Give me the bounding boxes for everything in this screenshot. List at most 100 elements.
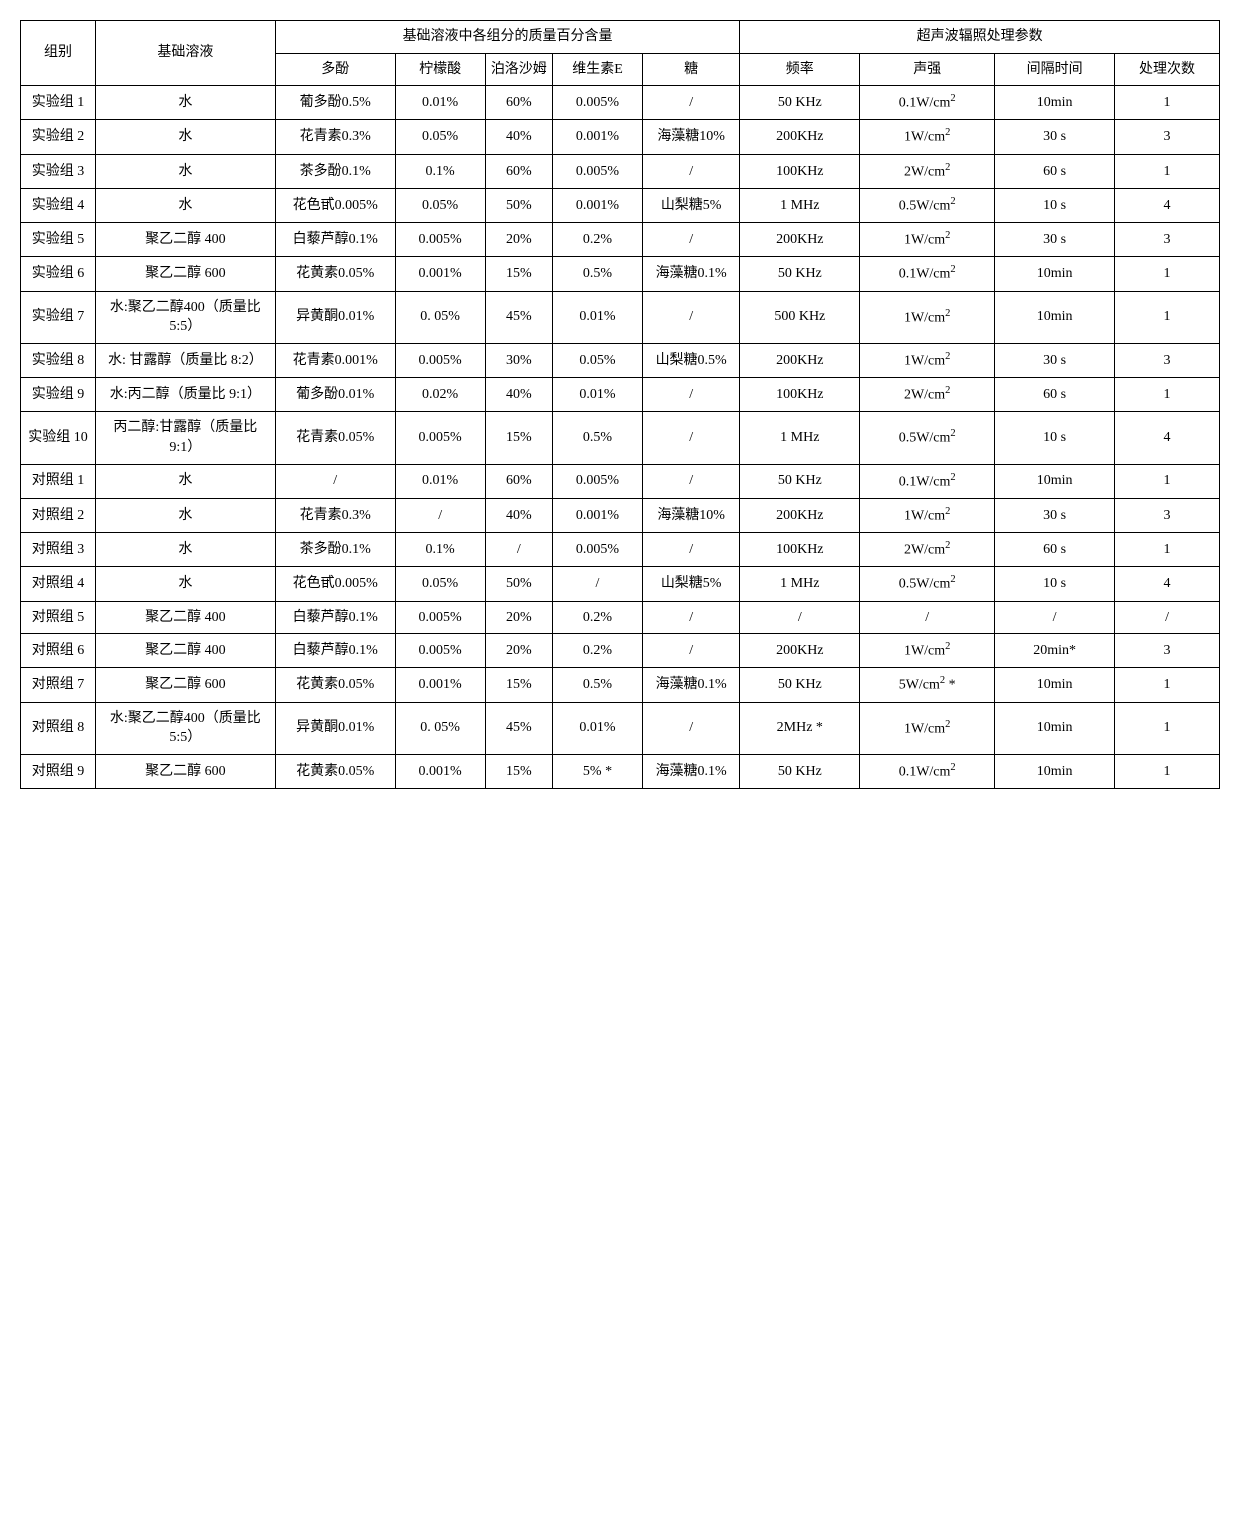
header-interval: 间隔时间 (995, 53, 1115, 86)
cell-intensity: 2W/cm2 (860, 533, 995, 567)
cell-freq: 200KHz (740, 498, 860, 532)
cell-vite: 0.01% (553, 291, 643, 343)
cell-base: 水: 甘露醇（质量比 8:2） (95, 343, 275, 377)
cell-times: 1 (1115, 378, 1220, 412)
cell-base: 聚乙二醇 600 (95, 668, 275, 702)
cell-vite: 0.001% (553, 120, 643, 154)
cell-polyphenol: 葡多酚0.5% (275, 86, 395, 120)
header-freq: 频率 (740, 53, 860, 86)
cell-vite: / (553, 567, 643, 601)
cell-freq: 50 KHz (740, 86, 860, 120)
table-body: 实验组 1水葡多酚0.5%0.01%60%0.005%/50 KHz0.1W/c… (21, 86, 1220, 789)
cell-base: 水 (95, 567, 275, 601)
cell-vite: 0.005% (553, 533, 643, 567)
cell-times: 1 (1115, 754, 1220, 788)
table-row: 实验组 1水葡多酚0.5%0.01%60%0.005%/50 KHz0.1W/c… (21, 86, 1220, 120)
cell-poloxamer: 60% (485, 464, 552, 498)
cell-intensity: / (860, 601, 995, 634)
header-intensity: 声强 (860, 53, 995, 86)
cell-poloxamer: 30% (485, 343, 552, 377)
cell-intensity: 0.1W/cm2 (860, 86, 995, 120)
cell-times: 3 (1115, 634, 1220, 668)
cell-intensity: 1W/cm2 (860, 702, 995, 754)
cell-freq: 1 MHz (740, 567, 860, 601)
cell-intensity: 0.5W/cm2 (860, 412, 995, 464)
cell-group: 对照组 4 (21, 567, 96, 601)
cell-base: 水 (95, 498, 275, 532)
cell-vite: 0.01% (553, 702, 643, 754)
cell-base: 水 (95, 464, 275, 498)
cell-interval: 60 s (995, 378, 1115, 412)
cell-times: 1 (1115, 464, 1220, 498)
cell-interval: 10min (995, 754, 1115, 788)
cell-sugar: 山梨糖5% (642, 188, 739, 222)
cell-vite: 0.2% (553, 601, 643, 634)
cell-group: 对照组 5 (21, 601, 96, 634)
cell-group: 实验组 10 (21, 412, 96, 464)
cell-sugar: / (642, 223, 739, 257)
cell-citric: 0.05% (395, 188, 485, 222)
cell-poloxamer: 60% (485, 154, 552, 188)
cell-vite: 0.5% (553, 412, 643, 464)
table-row: 对照组 6聚乙二醇 400白藜芦醇0.1%0.005%20%0.2%/200KH… (21, 634, 1220, 668)
table-row: 实验组 7水:聚乙二醇400（质量比 5:5）异黄酮0.01%0. 05%45%… (21, 291, 1220, 343)
cell-poloxamer: 20% (485, 601, 552, 634)
cell-interval: 30 s (995, 223, 1115, 257)
cell-interval: 30 s (995, 120, 1115, 154)
cell-times: 4 (1115, 188, 1220, 222)
cell-base: 水:聚乙二醇400（质量比 5:5） (95, 702, 275, 754)
cell-freq: 500 KHz (740, 291, 860, 343)
cell-freq: 200KHz (740, 343, 860, 377)
table-row: 实验组 5聚乙二醇 400白藜芦醇0.1%0.005%20%0.2%/200KH… (21, 223, 1220, 257)
cell-base: 水 (95, 120, 275, 154)
cell-polyphenol: 白藜芦醇0.1% (275, 634, 395, 668)
cell-freq: 50 KHz (740, 754, 860, 788)
cell-polyphenol: 茶多酚0.1% (275, 533, 395, 567)
header-vite: 维生素E (553, 53, 643, 86)
cell-group: 实验组 6 (21, 257, 96, 291)
cell-group: 实验组 2 (21, 120, 96, 154)
cell-interval: 10 s (995, 567, 1115, 601)
cell-vite: 0.001% (553, 188, 643, 222)
cell-vite: 0.001% (553, 498, 643, 532)
cell-poloxamer: 15% (485, 754, 552, 788)
cell-vite: 0.01% (553, 378, 643, 412)
cell-times: 1 (1115, 257, 1220, 291)
cell-sugar: / (642, 154, 739, 188)
cell-intensity: 0.1W/cm2 (860, 464, 995, 498)
cell-vite: 5% * (553, 754, 643, 788)
cell-citric: 0.02% (395, 378, 485, 412)
cell-group: 对照组 3 (21, 533, 96, 567)
cell-interval: 10 s (995, 188, 1115, 222)
cell-poloxamer: 20% (485, 223, 552, 257)
cell-sugar: / (642, 702, 739, 754)
cell-poloxamer: / (485, 533, 552, 567)
header-citric: 柠檬酸 (395, 53, 485, 86)
cell-interval: 20min* (995, 634, 1115, 668)
cell-times: 1 (1115, 533, 1220, 567)
header-base: 基础溶液 (95, 21, 275, 86)
cell-freq: 100KHz (740, 533, 860, 567)
cell-poloxamer: 50% (485, 567, 552, 601)
cell-group: 对照组 1 (21, 464, 96, 498)
cell-vite: 0.5% (553, 257, 643, 291)
cell-sugar: 海藻糖10% (642, 120, 739, 154)
cell-citric: 0.005% (395, 223, 485, 257)
cell-sugar: / (642, 601, 739, 634)
cell-intensity: 0.1W/cm2 (860, 257, 995, 291)
cell-freq: 200KHz (740, 120, 860, 154)
cell-vite: 0.2% (553, 223, 643, 257)
table-row: 对照组 1水/0.01%60%0.005%/50 KHz0.1W/cm210mi… (21, 464, 1220, 498)
cell-times: 4 (1115, 567, 1220, 601)
cell-freq: 1 MHz (740, 412, 860, 464)
table-row: 对照组 2水花青素0.3%/40%0.001%海藻糖10%200KHz1W/cm… (21, 498, 1220, 532)
cell-intensity: 1W/cm2 (860, 498, 995, 532)
cell-polyphenol: 异黄酮0.01% (275, 702, 395, 754)
cell-citric: 0.001% (395, 754, 485, 788)
cell-intensity: 0.1W/cm2 (860, 754, 995, 788)
cell-group: 实验组 9 (21, 378, 96, 412)
cell-intensity: 1W/cm2 (860, 120, 995, 154)
cell-citric: 0.001% (395, 257, 485, 291)
cell-vite: 0.2% (553, 634, 643, 668)
cell-base: 聚乙二醇 600 (95, 257, 275, 291)
